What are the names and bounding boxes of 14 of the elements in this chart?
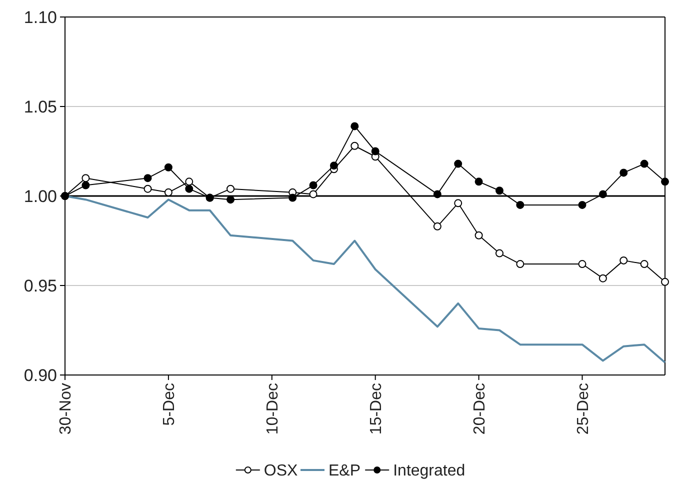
x-tick-label: 30-Nov (58, 383, 75, 435)
legend-label: Integrated (393, 462, 466, 480)
y-tick-label: 1.10 (24, 8, 57, 27)
x-tick-label: 25-Dec (574, 383, 592, 435)
x-tick-label: 10-Dec (264, 383, 282, 435)
x-tick-label: 5-Dec (161, 383, 178, 426)
y-tick-label: 0.95 (24, 276, 57, 296)
y-tick-label: 1.00 (24, 186, 57, 206)
legend-label: E&P (328, 462, 361, 480)
x-tick-label: 15-Dec (368, 383, 385, 435)
y-tick-label: 0.90 (24, 366, 57, 385)
y-tick-label: 1.05 (24, 97, 57, 116)
x-tick-label: 20-Dec (471, 383, 488, 435)
legend-label: OSX (264, 462, 298, 480)
